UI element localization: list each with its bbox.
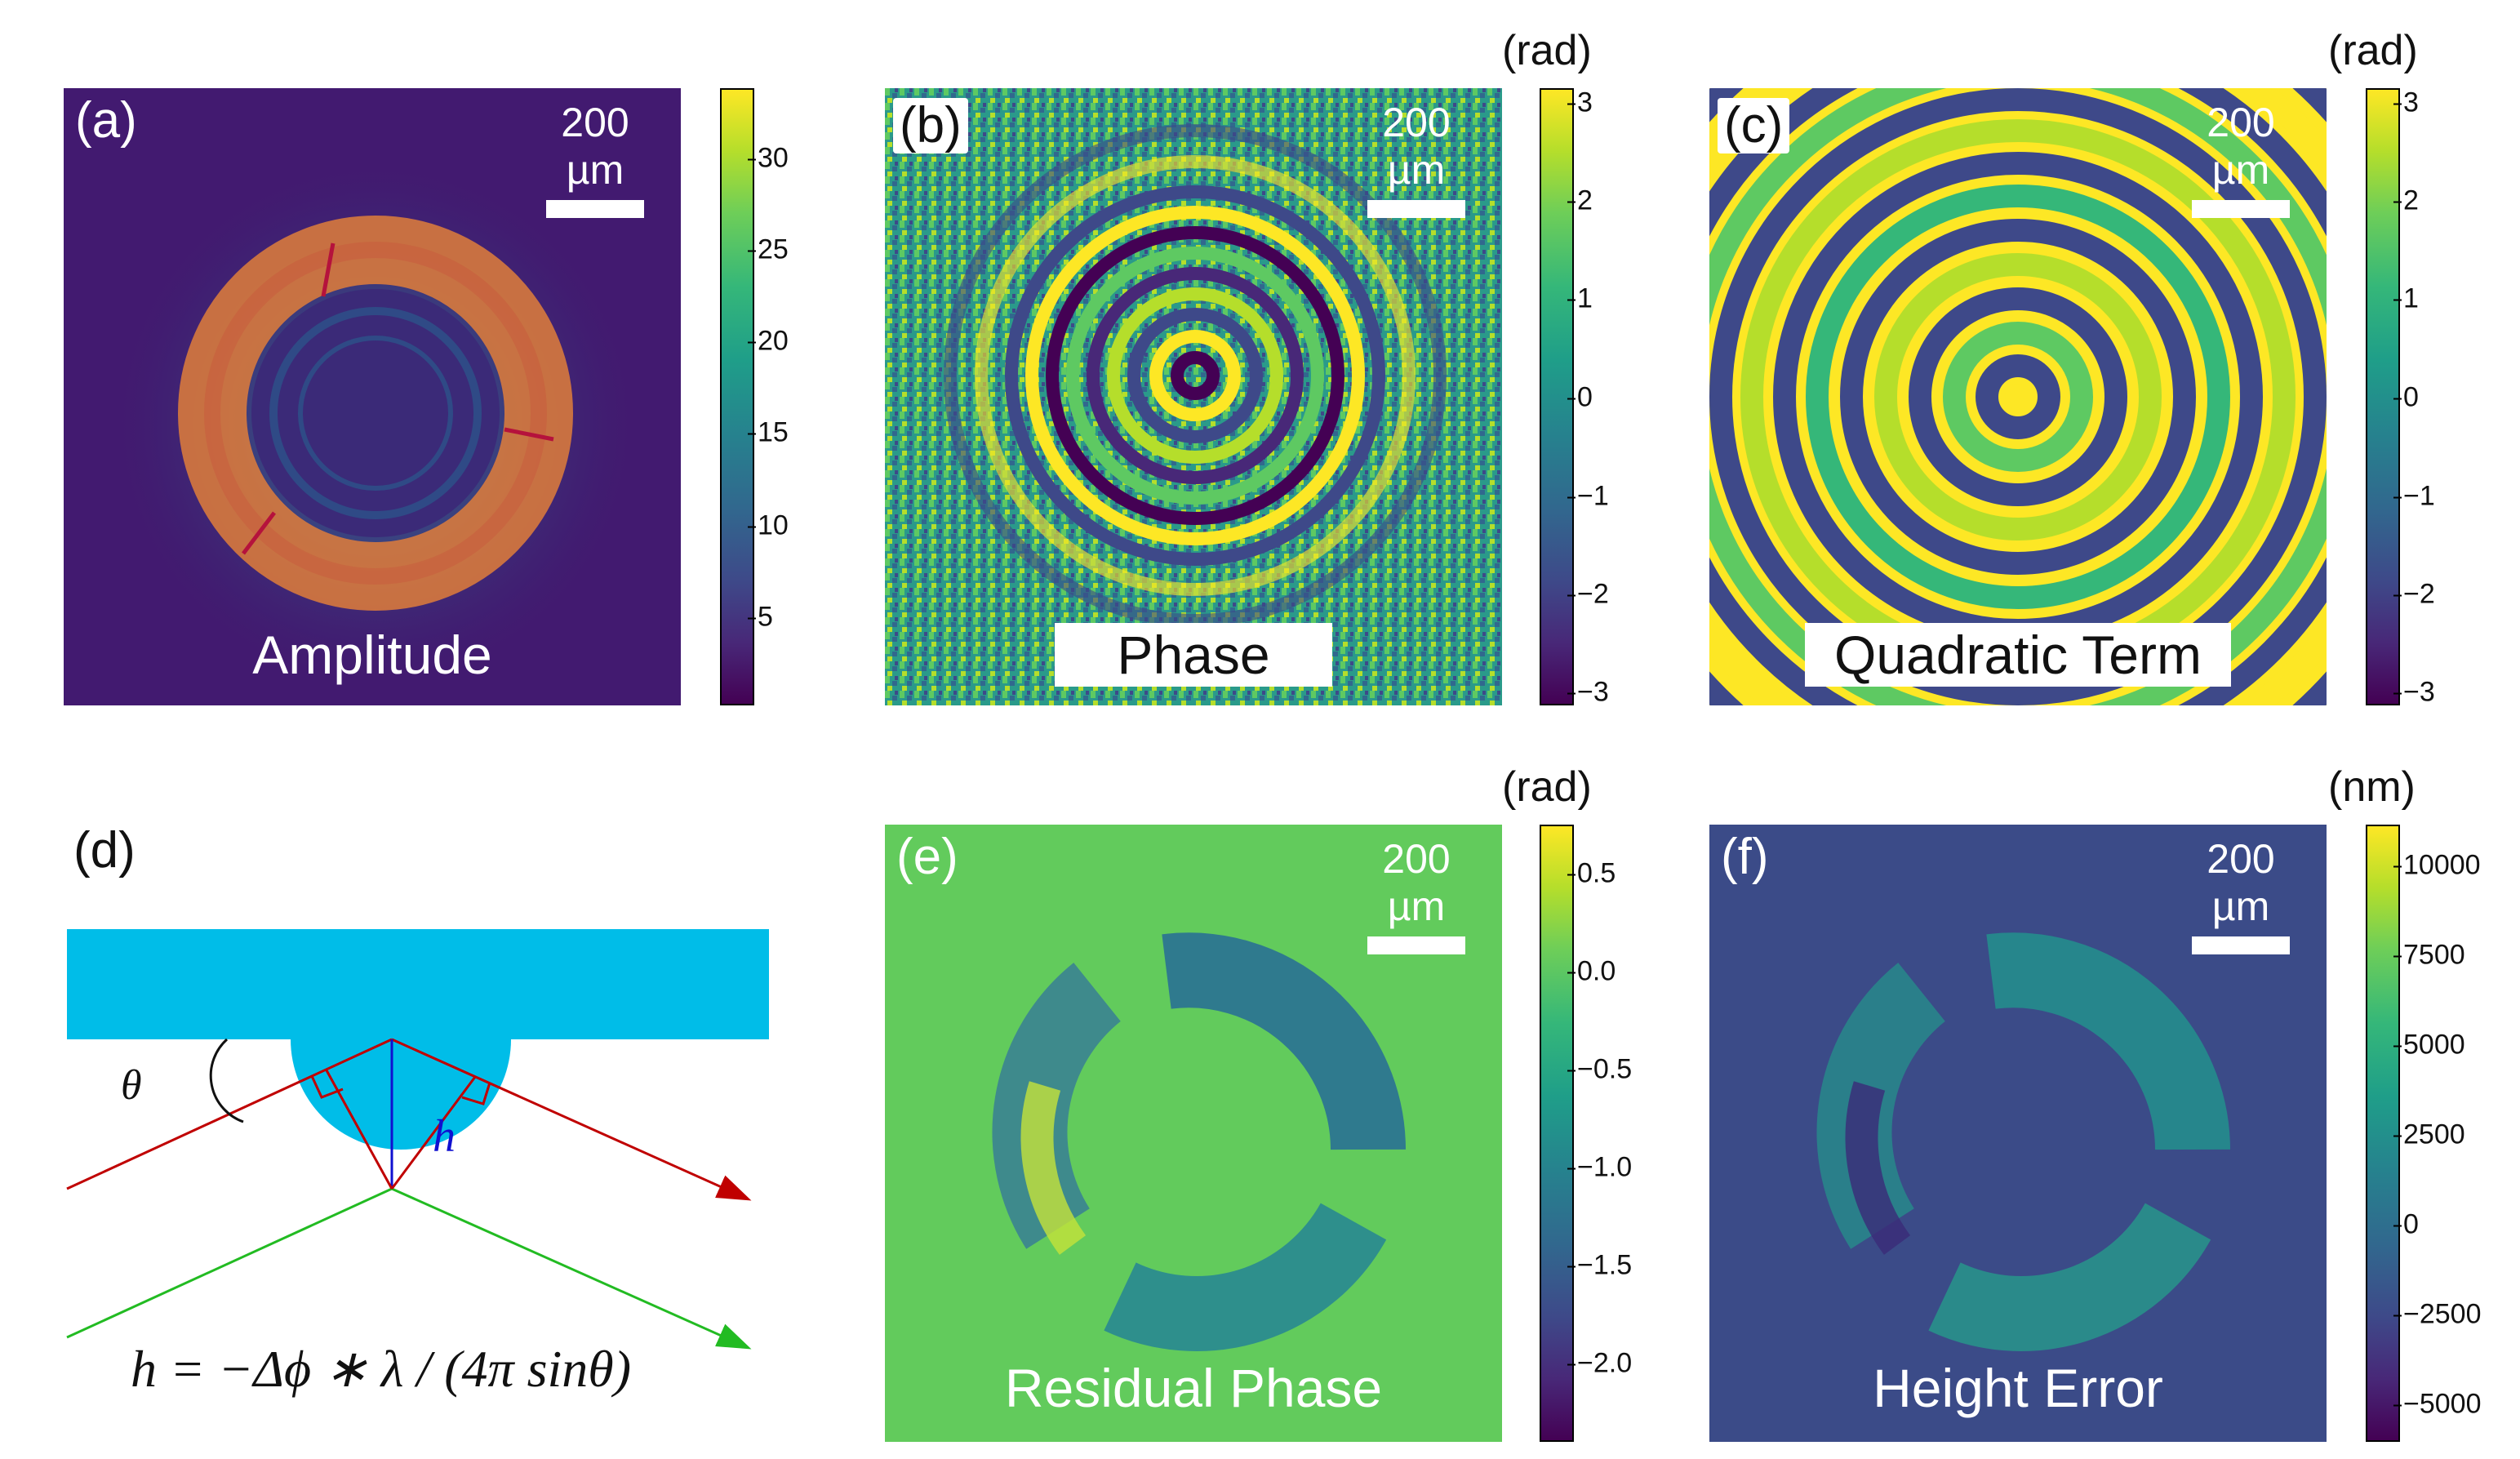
tick-e-m2.0: −2.0 [1567, 1347, 1633, 1379]
reflection-diagram [66, 929, 769, 1350]
unit-c: (rad) [2328, 27, 2418, 74]
height-formula: h = −Δϕ ∗ λ / (4π sinθ) [131, 1340, 631, 1398]
tick-a-10: 10 [748, 509, 789, 541]
unit-e: (rad) [1502, 763, 1592, 811]
caption-quadratic-text: Quadratic Term [1805, 623, 2231, 687]
scale-text-a: 200 µm [561, 100, 629, 193]
panel-e-residual: (e) 200 µm Residual Phase [885, 825, 1502, 1442]
panel-b-label: (b) [893, 97, 968, 154]
substrate [67, 929, 769, 1039]
panel-f-label: (f) [1721, 829, 1769, 885]
caption-amplitude: Amplitude [252, 625, 492, 685]
panel-c-quadratic: (c) 200 µm Quadratic Term [1709, 88, 2327, 705]
caption-height: Height Error [1873, 1358, 2163, 1418]
droplet [291, 1039, 511, 1150]
tick-b-m2: −2 [1567, 578, 1609, 610]
scale-bar-f: 200 µm [2180, 836, 2302, 954]
tick-b-0: 0 [1567, 381, 1593, 413]
tick-c-m2: −2 [2393, 578, 2435, 610]
tick-f-7500: 7500 [2393, 939, 2465, 971]
scale-bar-b: 200 µm [1355, 100, 1478, 218]
scale-line-f [2192, 936, 2290, 954]
tick-e-m0.5: −0.5 [1567, 1053, 1633, 1085]
tick-b-m3: −3 [1567, 676, 1609, 708]
scale-text-e: 200 µm [1382, 836, 1451, 929]
tick-b-3: 3 [1567, 87, 1593, 118]
unit-b: (rad) [1502, 27, 1592, 74]
panel-d-diagram: (d) θ h h = −Δϕ ∗ λ / (4π sinθ) [49, 816, 784, 1421]
scale-line-b [1367, 200, 1465, 218]
scale-text-f: 200 µm [2207, 836, 2275, 929]
caption-quadratic: Quadratic Term [1709, 623, 2327, 687]
height-image [1816, 932, 2230, 1351]
scale-bar-c: 200 µm [2180, 100, 2302, 218]
tick-e-m1.5: −1.5 [1567, 1249, 1633, 1281]
colorbar-b: 3 2 1 0 −1 −2 −3 [1540, 87, 1609, 708]
theta-symbol: θ [121, 1062, 142, 1109]
colorbar-e: 0.5 0.0 −0.5 −1.0 −1.5 −2.0 [1540, 825, 1632, 1442]
tick-e-0.5: 0.5 [1567, 857, 1616, 889]
tick-f-m2500: −2500 [2393, 1298, 2482, 1330]
caption-residual: Residual Phase [1004, 1358, 1383, 1418]
tick-c-3: 3 [2393, 87, 2419, 118]
residual-image [992, 932, 1406, 1351]
tick-e-0.0: 0.0 [1567, 955, 1616, 987]
panel-f-height: (f) 200 µm Height Error [1709, 825, 2327, 1442]
panel-c-label: (c) [1718, 97, 1790, 154]
colorbar-c: 3 2 1 0 −1 −2 −3 [2366, 87, 2435, 708]
scale-bar-e: 200 µm [1355, 836, 1478, 954]
tick-f-2500: 2500 [2393, 1119, 2465, 1150]
scale-line-e [1367, 936, 1465, 954]
caption-phase-text: Phase [1055, 623, 1332, 687]
tick-b-m1: −1 [1567, 480, 1609, 512]
tick-a-20: 20 [748, 325, 789, 357]
tick-b-1: 1 [1567, 282, 1593, 314]
scale-text-b: 200 µm [1382, 100, 1451, 193]
tick-c-0: 0 [2393, 381, 2419, 413]
tick-a-25: 25 [748, 234, 789, 265]
panel-d-label: (d) [73, 822, 136, 879]
scale-bar-a: 200 µm [534, 100, 656, 218]
tick-c-m3: −3 [2393, 676, 2435, 708]
tick-c-m1: −1 [2393, 480, 2435, 512]
amplitude-image [64, 88, 681, 705]
tick-f-0: 0 [2393, 1208, 2419, 1240]
colorbar-a: 30 25 20 15 10 5 [720, 88, 789, 705]
colorbar-f: 10000 7500 5000 2500 0 −2500 −5000 [2366, 825, 2482, 1442]
theta-arc [209, 1038, 244, 1123]
tick-a-5: 5 [748, 601, 773, 633]
scale-line-a [546, 200, 644, 218]
h-symbol: h [433, 1111, 456, 1162]
tick-b-2: 2 [1567, 185, 1593, 216]
panel-e-label: (e) [896, 829, 958, 885]
caption-phase: Phase [885, 623, 1502, 687]
panel-b-phase: (b) 200 µm Phase [885, 88, 1502, 705]
tick-f-10000: 10000 [2393, 849, 2481, 881]
scale-text-c: 200 µm [2207, 100, 2275, 193]
tick-a-30: 30 [748, 142, 789, 174]
tick-f-m5000: −5000 [2393, 1388, 2482, 1420]
unit-f: (nm) [2328, 763, 2416, 811]
tick-f-5000: 5000 [2393, 1029, 2465, 1061]
tick-e-m1.0: −1.0 [1567, 1151, 1633, 1183]
panel-a-label: (a) [75, 92, 137, 149]
tick-c-2: 2 [2393, 185, 2419, 216]
scale-line-c [2192, 200, 2290, 218]
tick-c-1: 1 [2393, 282, 2419, 314]
phase-image [885, 88, 1502, 705]
tick-a-15: 15 [748, 416, 789, 448]
panel-a-amplitude: (a) 200 µm Amplitude [64, 88, 681, 705]
